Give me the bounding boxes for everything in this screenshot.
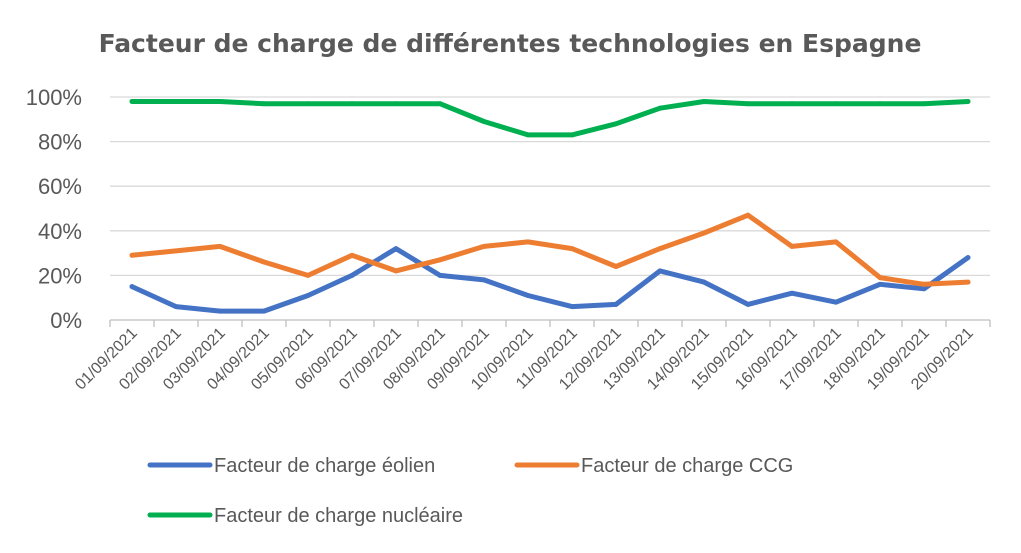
y-tick-label: 60% [38, 174, 82, 199]
data-point [217, 308, 223, 314]
data-point [305, 101, 311, 107]
y-tick-label: 0% [50, 308, 82, 333]
y-axis-ticks: 0% 20% 40% 60% 80% 100% [26, 85, 82, 333]
data-point [965, 255, 971, 260]
data-point [525, 132, 531, 138]
data-point [481, 277, 487, 283]
gridlines [110, 96, 990, 321]
data-point [613, 301, 619, 307]
data-point [173, 248, 179, 254]
data-point [569, 132, 575, 138]
legend-label: Facteur de charge nucléaire [214, 505, 463, 527]
data-point [745, 212, 751, 218]
data-point [393, 246, 399, 252]
data-point [965, 279, 971, 285]
data-point [833, 299, 839, 305]
series-lines [129, 99, 971, 314]
data-point [481, 119, 487, 124]
y-tick-label: 20% [38, 263, 82, 288]
data-point [789, 101, 795, 107]
series-line-1 [129, 246, 971, 314]
y-tick-label: 100% [26, 85, 82, 110]
data-point [921, 101, 927, 107]
data-point [569, 246, 575, 252]
data-point [877, 281, 883, 287]
data-point [921, 281, 927, 287]
data-point [789, 290, 795, 296]
data-point [437, 273, 443, 278]
data-point [657, 105, 663, 111]
y-tick-label: 40% [38, 219, 82, 244]
data-point [393, 101, 399, 107]
data-point [481, 244, 487, 249]
data-point [613, 121, 619, 127]
legend-label: Facteur de charge éolien [214, 455, 435, 477]
chart-title: Facteur de charge de différentes technol… [99, 29, 922, 58]
data-point [261, 101, 267, 107]
data-point [833, 101, 839, 107]
data-point [129, 252, 135, 258]
data-point [965, 99, 971, 104]
data-point [217, 99, 223, 104]
data-point [261, 308, 267, 314]
data-point [833, 239, 839, 245]
data-point [525, 239, 531, 245]
data-point [657, 268, 663, 274]
data-point [437, 101, 443, 107]
data-point [877, 275, 883, 281]
series-line-3 [129, 99, 971, 138]
data-point [789, 244, 795, 249]
x-axis-ticks: 01/09/202102/09/202103/09/202104/09/2021… [72, 320, 991, 393]
data-point [349, 273, 355, 278]
legend: Facteur de charge éolien Facteur de charg… [147, 455, 793, 527]
data-point [173, 304, 179, 310]
data-point [305, 273, 311, 278]
data-point [569, 304, 575, 310]
data-point [129, 284, 135, 289]
data-point [437, 257, 443, 263]
series-line-2 [129, 212, 971, 287]
y-tick-label: 80% [38, 130, 82, 155]
data-point [349, 252, 355, 258]
data-point [657, 246, 663, 252]
data-point [173, 99, 179, 104]
data-point [129, 99, 135, 104]
data-point [349, 101, 355, 107]
data-point [525, 293, 531, 298]
data-point [701, 99, 707, 104]
data-point [877, 101, 883, 107]
data-point [613, 264, 619, 269]
data-point [305, 293, 311, 298]
data-point [745, 301, 751, 307]
data-point [701, 279, 707, 285]
data-point [393, 268, 399, 274]
data-point [921, 286, 927, 292]
data-point [261, 259, 267, 265]
data-point [701, 230, 707, 236]
data-point [217, 244, 223, 249]
data-point [745, 101, 751, 107]
legend-label: Facteur de charge CCG [581, 455, 793, 477]
